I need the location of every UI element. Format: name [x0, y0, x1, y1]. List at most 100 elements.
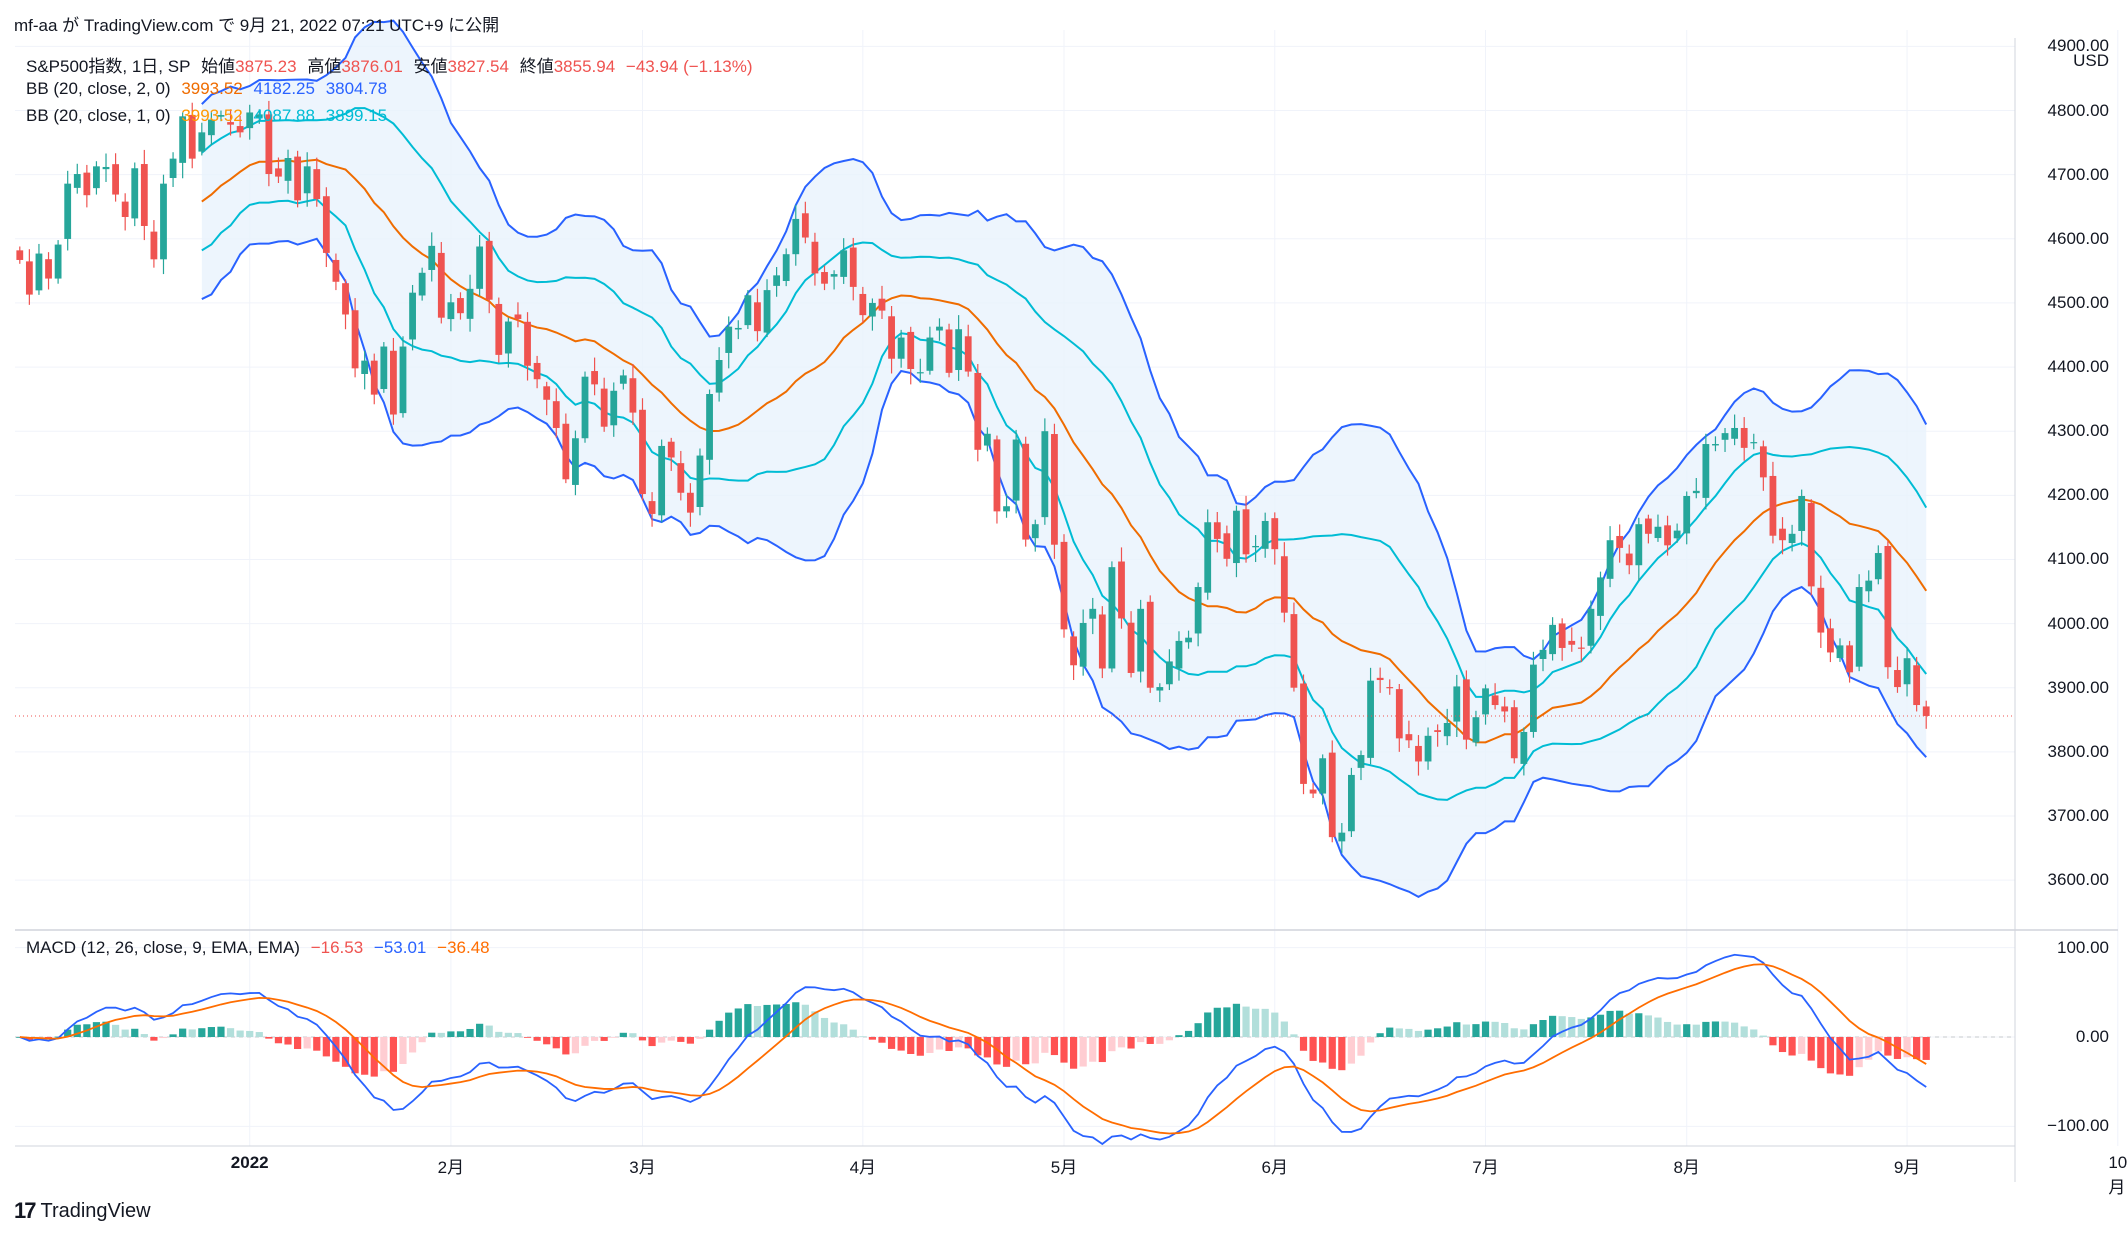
- candle-body: [1491, 695, 1499, 706]
- candle-body: [1922, 706, 1930, 716]
- macd-histogram-bar: [408, 1037, 417, 1053]
- macd-histogram-bar: [179, 1028, 187, 1037]
- macd-histogram-bar: [341, 1037, 350, 1067]
- macd-histogram-bar: [1434, 1028, 1442, 1037]
- candlestick-series: [15, 100, 2015, 853]
- candle-body: [227, 122, 234, 125]
- candle-body: [581, 376, 589, 439]
- macd-histogram-bar: [255, 1032, 263, 1037]
- macd-histogram-bar: [351, 1037, 359, 1074]
- macd-line-value: −53.01: [373, 938, 427, 957]
- macd-histogram-bar: [1424, 1029, 1432, 1037]
- macd-histogram-bar: [1414, 1030, 1423, 1037]
- macd-histogram-bar: [1711, 1021, 1720, 1037]
- price-tick-label: 3900.00: [2047, 677, 2109, 697]
- candle-body: [974, 372, 982, 450]
- price-tick-label: 4300.00: [2047, 421, 2109, 441]
- candle-body: [284, 158, 292, 181]
- macd-histogram-bar: [447, 1031, 455, 1037]
- candle-body: [1462, 679, 1470, 740]
- candle-body: [734, 327, 742, 330]
- candle-body: [1482, 688, 1489, 715]
- candle-body: [73, 174, 81, 188]
- candle-body: [1530, 664, 1537, 732]
- candle-body: [485, 240, 493, 300]
- macd-histogram-bar: [1539, 1020, 1547, 1037]
- macd-histogram-bar: [715, 1020, 723, 1037]
- candle-body: [763, 290, 771, 333]
- candle-body: [457, 298, 464, 314]
- macd-histogram-bar: [878, 1037, 886, 1043]
- candle-body: [533, 362, 541, 380]
- macd-histogram-bar: [1529, 1024, 1538, 1037]
- pane-frame: [15, 38, 2118, 1182]
- macd-histogram-bar: [1491, 1021, 1499, 1037]
- candle-body: [409, 292, 416, 340]
- macd-histogram-bar: [600, 1037, 608, 1041]
- candle-body: [725, 326, 733, 353]
- candle-body: [1635, 524, 1643, 566]
- candle-body: [1874, 553, 1882, 580]
- macd-histogram-bar: [1127, 1037, 1135, 1049]
- price-tick-label: 3700.00: [2047, 805, 2109, 825]
- tradingview-brand[interactable]: 17 TradingView: [14, 1198, 151, 1224]
- candle-body: [1070, 636, 1077, 666]
- macd-histogram-bar: [418, 1037, 426, 1043]
- candle-body: [131, 168, 139, 219]
- candle-body: [1807, 503, 1815, 587]
- macd-histogram-bar: [1223, 1007, 1231, 1037]
- month-tick-label: 2022: [230, 1153, 269, 1172]
- macd-histogram-bar: [964, 1037, 972, 1049]
- candle-body: [1472, 717, 1480, 743]
- macd-histogram-bar: [1319, 1037, 1327, 1063]
- candle-body: [936, 326, 943, 331]
- candle-body: [715, 360, 723, 393]
- candle-body: [1501, 706, 1509, 712]
- macd-histogram-bar: [1683, 1024, 1691, 1037]
- candle-body: [361, 360, 369, 374]
- candle-body: [1242, 509, 1250, 555]
- candle-body: [428, 245, 436, 270]
- macd-histogram-bar: [859, 1036, 867, 1038]
- macd-histogram-bar: [456, 1031, 465, 1037]
- candle-body: [1271, 518, 1279, 550]
- candle-body: [1012, 439, 1020, 501]
- candle-body: [744, 295, 752, 326]
- macd-histogram-bar: [1855, 1037, 1863, 1068]
- macd-signal-line: [19, 963, 1927, 1135]
- macd-hist-value: −16.53: [310, 938, 364, 957]
- macd-histogram-bar: [734, 1008, 742, 1037]
- macd-histogram-bar: [1232, 1003, 1241, 1037]
- macd-histogram-bar: [1922, 1037, 1930, 1060]
- candle-body: [1156, 687, 1164, 691]
- macd-histogram-bar: [1165, 1037, 1173, 1041]
- macd-histogram-bar: [926, 1037, 934, 1053]
- macd-histogram-bar: [677, 1037, 685, 1042]
- candle-body: [1223, 533, 1231, 559]
- bb2-upper: 4182.25: [253, 79, 315, 98]
- macd-histogram-bar: [1108, 1037, 1116, 1052]
- macd-histogram-bar: [1845, 1037, 1854, 1076]
- macd-histogram-bar: [811, 1011, 819, 1037]
- macd-histogram-bar: [1548, 1015, 1557, 1037]
- macd-histogram-bar: [140, 1034, 148, 1037]
- candle-body: [1204, 522, 1212, 593]
- candle-body: [217, 115, 225, 117]
- candle-body: [1740, 427, 1748, 448]
- macd-histogram-bar: [1022, 1037, 1030, 1065]
- candle-body: [437, 252, 445, 318]
- macd-histogram-bar: [1778, 1037, 1787, 1053]
- macd-histogram-bar: [773, 1004, 781, 1037]
- tradingview-logo-icon: 17: [14, 1198, 37, 1223]
- macd-histogram-bar: [64, 1029, 72, 1037]
- candle-body: [1664, 525, 1671, 546]
- candle-body: [1098, 614, 1106, 669]
- candle-body: [1520, 731, 1528, 764]
- macd-histogram-bar: [945, 1037, 953, 1051]
- candle-body: [859, 293, 867, 316]
- candle-body: [1616, 535, 1624, 548]
- macd-histogram-bar: [1386, 1027, 1394, 1037]
- macd-histogram-bar: [1596, 1014, 1605, 1037]
- macd-histogram-bar: [207, 1027, 215, 1037]
- macd-histogram-bar: [274, 1037, 283, 1044]
